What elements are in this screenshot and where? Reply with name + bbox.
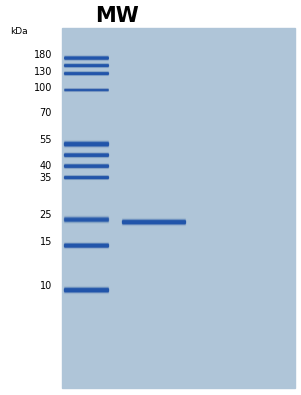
Text: 100: 100 — [34, 83, 52, 93]
Text: 40: 40 — [40, 161, 52, 171]
Text: 130: 130 — [34, 67, 52, 77]
Text: 15: 15 — [40, 237, 52, 247]
Text: 25: 25 — [39, 210, 52, 220]
Text: MW: MW — [95, 6, 139, 26]
Text: kDa: kDa — [10, 28, 28, 36]
Text: 180: 180 — [34, 50, 52, 60]
Text: 35: 35 — [40, 173, 52, 183]
Text: 10: 10 — [40, 281, 52, 291]
Text: 70: 70 — [40, 108, 52, 118]
Bar — [62, 28, 295, 388]
Text: 55: 55 — [39, 135, 52, 145]
